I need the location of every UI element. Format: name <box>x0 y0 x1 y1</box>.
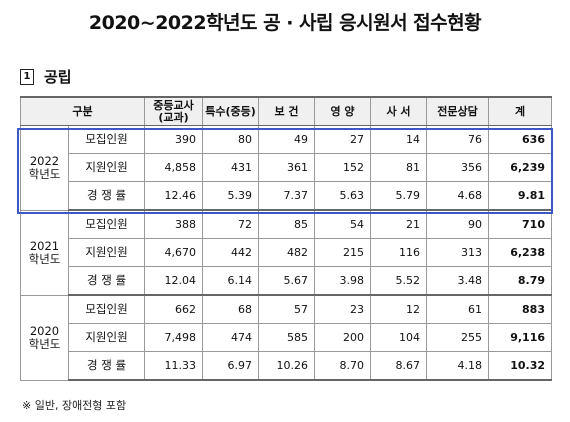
total-cell: 9,116 <box>488 323 552 352</box>
value-cell: 21 <box>370 209 427 239</box>
row-label: 지원인원 <box>68 323 145 352</box>
value-cell: 431 <box>202 153 259 182</box>
table-row: 2021 학년도 모집인원 388 72 85 54 21 90 710 <box>20 209 552 296</box>
value-cell: 80 <box>202 125 259 154</box>
value-cell: 12.04 <box>144 266 203 296</box>
row-label: 모집인원 <box>68 294 145 324</box>
total-cell: 883 <box>488 294 552 324</box>
table-row: 경 쟁 률 12.04 6.14 5.67 3.98 5.52 3.48 8.7… <box>21 266 552 296</box>
total-cell: 636 <box>488 125 552 154</box>
value-cell: 12 <box>370 294 427 324</box>
total-cell: 6,239 <box>488 153 552 182</box>
value-cell: 4.18 <box>426 351 489 381</box>
total-cell: 9.81 <box>488 181 552 211</box>
value-cell: 361 <box>258 153 315 182</box>
row-label: 경 쟁 률 <box>68 181 145 211</box>
value-cell: 255 <box>426 323 489 352</box>
value-cell: 8.67 <box>370 351 427 381</box>
value-cell: 5.52 <box>370 266 427 296</box>
row-label: 모집인원 <box>68 209 145 239</box>
value-cell: 54 <box>314 209 371 239</box>
value-cell: 585 <box>258 323 315 352</box>
total-cell: 6,238 <box>488 238 552 267</box>
value-cell: 10.26 <box>258 351 315 381</box>
value-cell: 49 <box>258 125 315 154</box>
year-cell: 2022 학년도 <box>20 125 69 211</box>
value-cell: 27 <box>314 125 371 154</box>
header-secondary-teacher: 중등교사 (교과) <box>144 96 203 126</box>
value-cell: 81 <box>370 153 427 182</box>
value-cell: 11.33 <box>144 351 203 381</box>
value-cell: 442 <box>202 238 259 267</box>
value-cell: 3.48 <box>426 266 489 296</box>
value-cell: 72 <box>202 209 259 239</box>
header-total: 계 <box>488 96 552 126</box>
value-cell: 3.98 <box>314 266 371 296</box>
value-cell: 215 <box>314 238 371 267</box>
row-label: 지원인원 <box>68 238 145 267</box>
section-label: 공립 <box>44 68 72 86</box>
applications-table: 구분 중등교사 (교과) 특수(중등) 보 건 영 양 사 서 전문상담 계 2… <box>20 96 552 381</box>
value-cell: 6.14 <box>202 266 259 296</box>
header-nutrition: 영 양 <box>314 96 371 126</box>
table-header-row: 구분 중등교사 (교과) 특수(중등) 보 건 영 양 사 서 전문상담 계 <box>20 96 552 126</box>
row-label: 경 쟁 률 <box>68 351 145 381</box>
value-cell: 12.46 <box>144 181 203 211</box>
value-cell: 116 <box>370 238 427 267</box>
value-cell: 4,858 <box>144 153 203 182</box>
value-cell: 76 <box>426 125 489 154</box>
section-number: 1 <box>20 68 34 85</box>
table-row: 2020 학년도 모집인원 662 68 57 23 12 61 883 <box>20 294 552 381</box>
value-cell: 14 <box>370 125 427 154</box>
page-title: 2020~2022학년도 공 · 사립 응시원서 접수현황 <box>88 12 482 34</box>
total-cell: 10.32 <box>488 351 552 381</box>
header-category: 구분 <box>20 96 145 126</box>
table-row: 2022 학년도 모집인원 390 80 49 27 14 76 636 <box>20 125 552 211</box>
row-label: 모집인원 <box>68 125 145 154</box>
value-cell: 104 <box>370 323 427 352</box>
table-row: 경 쟁 률 11.33 6.97 10.26 8.70 8.67 4.18 10… <box>21 351 552 381</box>
row-label: 지원인원 <box>68 153 145 182</box>
header-special: 특수(중등) <box>202 96 259 126</box>
value-cell: 90 <box>426 209 489 239</box>
value-cell: 4,670 <box>144 238 203 267</box>
row-label: 경 쟁 률 <box>68 266 145 296</box>
value-cell: 5.39 <box>202 181 259 211</box>
value-cell: 68 <box>202 294 259 324</box>
header-librarian: 사 서 <box>370 96 427 126</box>
value-cell: 61 <box>426 294 489 324</box>
table-row: 지원인원 4,858 431 361 152 81 356 6,239 <box>21 153 552 182</box>
value-cell: 662 <box>144 294 203 324</box>
value-cell: 57 <box>258 294 315 324</box>
total-cell: 710 <box>488 209 552 239</box>
value-cell: 8.70 <box>314 351 371 381</box>
total-cell: 8.79 <box>488 266 552 296</box>
value-cell: 474 <box>202 323 259 352</box>
footnote: ※ 일반, 장애전형 포함 <box>22 399 127 412</box>
value-cell: 7.37 <box>258 181 315 211</box>
year-cell: 2020 학년도 <box>20 294 69 381</box>
value-cell: 390 <box>144 125 203 154</box>
table-row: 지원인원 7,498 474 585 200 104 255 9,116 <box>21 323 552 352</box>
year-cell: 2021 학년도 <box>20 209 69 296</box>
value-cell: 5.79 <box>370 181 427 211</box>
table-row: 경 쟁 률 12.46 5.39 7.37 5.63 5.79 4.68 9.8… <box>21 181 552 211</box>
value-cell: 200 <box>314 323 371 352</box>
value-cell: 5.67 <box>258 266 315 296</box>
value-cell: 482 <box>258 238 315 267</box>
value-cell: 152 <box>314 153 371 182</box>
header-counseling: 전문상담 <box>426 96 489 126</box>
value-cell: 6.97 <box>202 351 259 381</box>
value-cell: 7,498 <box>144 323 203 352</box>
header-health: 보 건 <box>258 96 315 126</box>
table-row: 지원인원 4,670 442 482 215 116 313 6,238 <box>21 238 552 267</box>
value-cell: 5.63 <box>314 181 371 211</box>
value-cell: 4.68 <box>426 181 489 211</box>
section-heading: 1 공립 <box>20 66 72 87</box>
value-cell: 388 <box>144 209 203 239</box>
value-cell: 356 <box>426 153 489 182</box>
value-cell: 85 <box>258 209 315 239</box>
value-cell: 23 <box>314 294 371 324</box>
value-cell: 313 <box>426 238 489 267</box>
